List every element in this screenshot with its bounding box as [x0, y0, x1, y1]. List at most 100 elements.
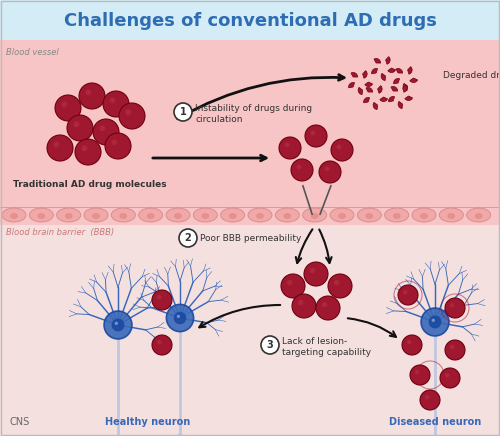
Circle shape [403, 290, 407, 294]
Circle shape [110, 98, 115, 103]
Circle shape [104, 311, 132, 339]
Text: Diseased neuron: Diseased neuron [389, 417, 481, 427]
Text: Healthy neuron: Healthy neuron [106, 417, 190, 427]
Circle shape [279, 137, 301, 159]
Circle shape [450, 303, 454, 307]
Text: Degraded drug molecules: Degraded drug molecules [443, 72, 500, 81]
Circle shape [119, 103, 145, 129]
Ellipse shape [138, 208, 162, 222]
Wedge shape [405, 96, 412, 101]
Circle shape [152, 290, 172, 310]
Wedge shape [366, 88, 372, 92]
Wedge shape [386, 57, 390, 64]
Circle shape [291, 159, 313, 181]
Circle shape [310, 268, 316, 273]
Wedge shape [398, 102, 402, 109]
Circle shape [331, 139, 353, 161]
Circle shape [62, 102, 67, 107]
Circle shape [54, 142, 59, 147]
Circle shape [100, 126, 105, 131]
Ellipse shape [38, 214, 45, 218]
Text: 2: 2 [184, 233, 192, 243]
Circle shape [157, 295, 162, 300]
Ellipse shape [338, 214, 345, 218]
Wedge shape [362, 71, 367, 78]
Wedge shape [388, 68, 396, 72]
FancyBboxPatch shape [0, 0, 500, 40]
Circle shape [440, 368, 460, 388]
Circle shape [324, 167, 330, 171]
Circle shape [298, 300, 304, 305]
Circle shape [415, 370, 420, 375]
Circle shape [296, 164, 302, 169]
Ellipse shape [65, 214, 72, 218]
Circle shape [174, 312, 186, 324]
Ellipse shape [194, 208, 218, 222]
Text: Blood vessel: Blood vessel [6, 48, 59, 57]
Wedge shape [348, 82, 354, 88]
Wedge shape [374, 58, 380, 63]
Ellipse shape [276, 208, 299, 222]
Circle shape [86, 89, 91, 95]
Ellipse shape [112, 208, 136, 222]
Circle shape [336, 144, 342, 150]
Circle shape [429, 316, 441, 328]
Ellipse shape [440, 208, 464, 222]
Circle shape [425, 395, 430, 399]
Circle shape [112, 140, 117, 145]
Circle shape [287, 280, 292, 285]
Circle shape [152, 335, 172, 355]
Text: CNS: CNS [10, 417, 30, 427]
Circle shape [316, 296, 340, 320]
Wedge shape [373, 102, 378, 109]
Wedge shape [378, 85, 382, 93]
Circle shape [105, 133, 131, 159]
Circle shape [176, 315, 180, 318]
Circle shape [112, 319, 124, 331]
Circle shape [103, 91, 129, 117]
Wedge shape [410, 78, 418, 82]
Wedge shape [396, 68, 402, 73]
Circle shape [82, 146, 87, 151]
Ellipse shape [384, 208, 408, 222]
Text: Instability of drugs during
circulation: Instability of drugs during circulation [195, 104, 312, 124]
Wedge shape [380, 97, 388, 102]
Circle shape [410, 365, 430, 385]
Ellipse shape [147, 214, 154, 218]
Ellipse shape [229, 214, 236, 218]
Ellipse shape [120, 214, 127, 218]
Circle shape [310, 130, 316, 135]
Circle shape [284, 143, 290, 147]
Circle shape [75, 139, 101, 165]
Wedge shape [388, 96, 394, 102]
Circle shape [179, 229, 197, 247]
Ellipse shape [466, 208, 490, 222]
Ellipse shape [2, 208, 26, 222]
Ellipse shape [420, 214, 428, 218]
Circle shape [328, 274, 352, 298]
Ellipse shape [284, 214, 291, 218]
Ellipse shape [166, 208, 190, 222]
Circle shape [445, 340, 465, 360]
Circle shape [261, 336, 279, 354]
Circle shape [445, 373, 450, 378]
Circle shape [402, 335, 422, 355]
Ellipse shape [302, 208, 326, 222]
FancyBboxPatch shape [0, 40, 500, 225]
Circle shape [93, 119, 119, 145]
Text: 3: 3 [266, 340, 274, 350]
Ellipse shape [330, 208, 354, 222]
Circle shape [407, 340, 412, 344]
Wedge shape [403, 83, 407, 91]
Circle shape [281, 274, 305, 298]
Wedge shape [358, 87, 362, 95]
Ellipse shape [358, 208, 382, 222]
Circle shape [322, 302, 328, 307]
Wedge shape [364, 98, 370, 103]
Wedge shape [351, 72, 358, 77]
Ellipse shape [10, 214, 18, 218]
Circle shape [292, 294, 316, 318]
Ellipse shape [311, 214, 318, 218]
Wedge shape [408, 67, 412, 74]
Ellipse shape [475, 214, 482, 218]
